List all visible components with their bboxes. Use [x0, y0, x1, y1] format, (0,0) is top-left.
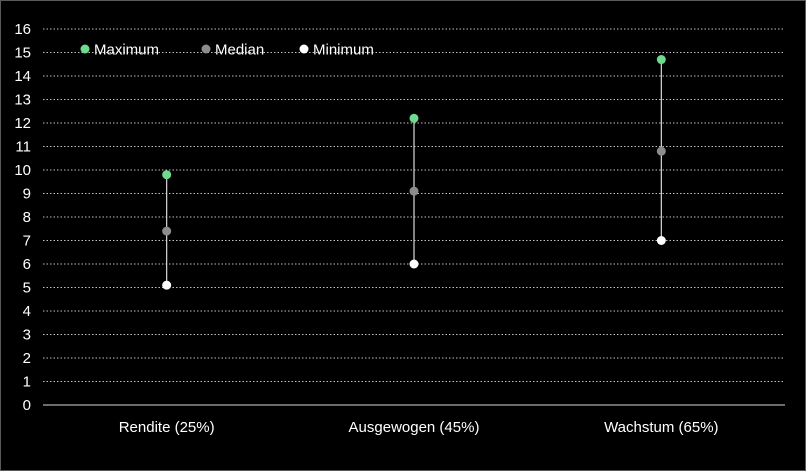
- maximum-point: [162, 170, 172, 180]
- x-tick-label: Ausgewogen (45%): [349, 419, 480, 436]
- y-tick-label: 7: [23, 233, 31, 250]
- legend-label-maximum: Maximum: [94, 42, 159, 59]
- legend-marker-median: [201, 44, 211, 54]
- y-tick-label: 13: [14, 92, 31, 109]
- y-tick-label: 4: [23, 303, 31, 320]
- y-tick-label: 11: [15, 139, 31, 156]
- legend-marker-minimum: [299, 44, 309, 54]
- minimum-point: [656, 236, 666, 245]
- y-tick-label: 6: [23, 256, 31, 273]
- legend-marker-maximum: [80, 44, 90, 54]
- y-tick-label: 0: [23, 397, 31, 414]
- maximum-point: [409, 113, 419, 123]
- legend-label-median: Median: [215, 42, 264, 59]
- x-tick-label: Wachstum (65%): [604, 419, 718, 436]
- minimum-point: [162, 280, 172, 290]
- y-tick-label: 2: [23, 350, 31, 367]
- y-tick-label: 12: [14, 115, 31, 132]
- median-point: [162, 226, 172, 236]
- maximum-point: [656, 55, 666, 65]
- y-tick-label: 8: [23, 209, 31, 226]
- y-tick-label: 10: [14, 162, 31, 179]
- y-tick-label: 15: [14, 45, 31, 62]
- median-point: [409, 186, 419, 196]
- y-tick-label: 9: [23, 186, 31, 203]
- minimum-point: [409, 259, 419, 269]
- y-tick-label: 3: [23, 327, 31, 344]
- y-tick-label: 1: [23, 374, 31, 391]
- y-tick-label: 5: [23, 280, 31, 297]
- legend-label-minimum: Minimum: [313, 42, 374, 59]
- y-tick-label: 14: [14, 68, 31, 85]
- y-tick-label: 16: [14, 21, 31, 38]
- median-point: [656, 146, 666, 156]
- x-tick-label: Rendite (25%): [119, 419, 215, 436]
